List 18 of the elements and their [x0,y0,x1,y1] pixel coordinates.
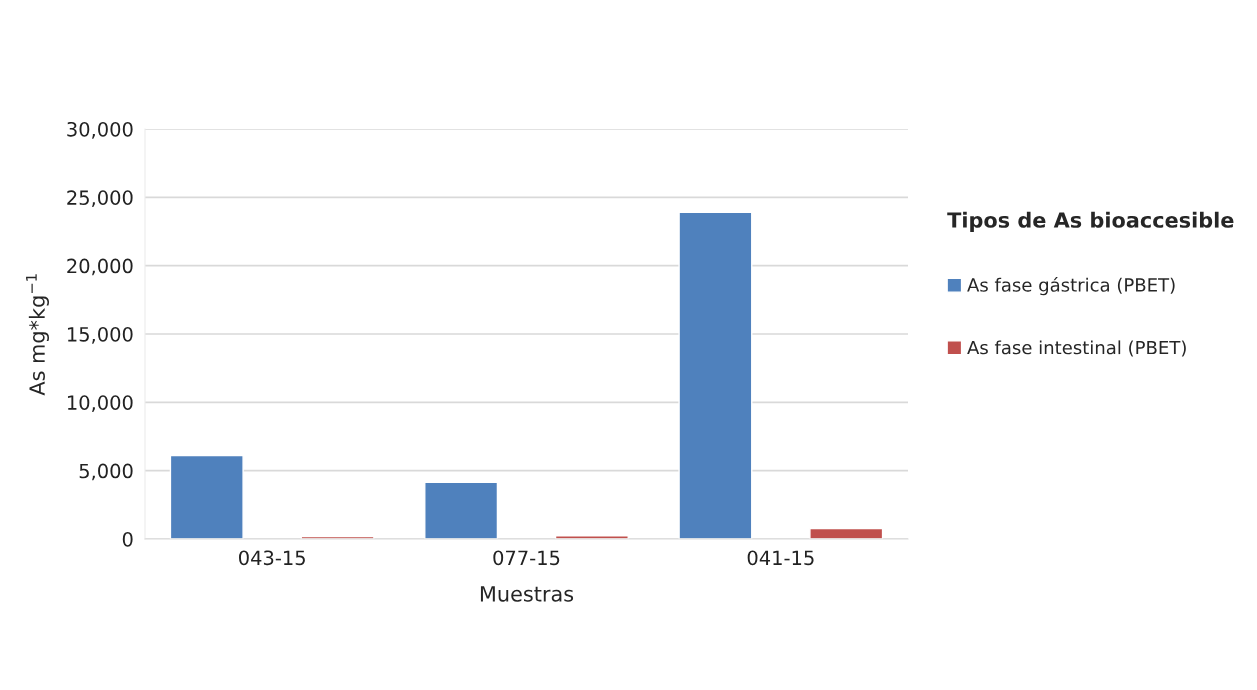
y-tick-label: 20,000 [67,258,133,276]
legend-label: As fase intestinal (PBET) [967,340,1186,357]
y-tick-label: 0 [122,531,133,547]
bar [678,211,753,539]
y-tick-label: 15,000 [67,326,133,344]
x-tick-label: 043-15 [239,550,305,566]
x-axis-title: Muestras [480,586,574,602]
y-tick-label: 30,000 [67,121,133,139]
y-axis-title: As mg*kg$^{−1}$ [26,274,49,396]
x-tick-label: 041-15 [747,550,814,566]
bar [424,481,499,539]
x-tick-label: 077-15 [493,550,560,566]
legend-title: Tipos de As bioaccesible [947,211,1234,232]
bar [169,454,244,539]
y-tick-label: 5,000 [79,463,133,481]
y-tick-label: 10,000 [67,395,133,412]
legend-label: As fase gástrica (PBET) [967,277,1175,296]
y-tick-label: 25,000 [67,190,133,207]
